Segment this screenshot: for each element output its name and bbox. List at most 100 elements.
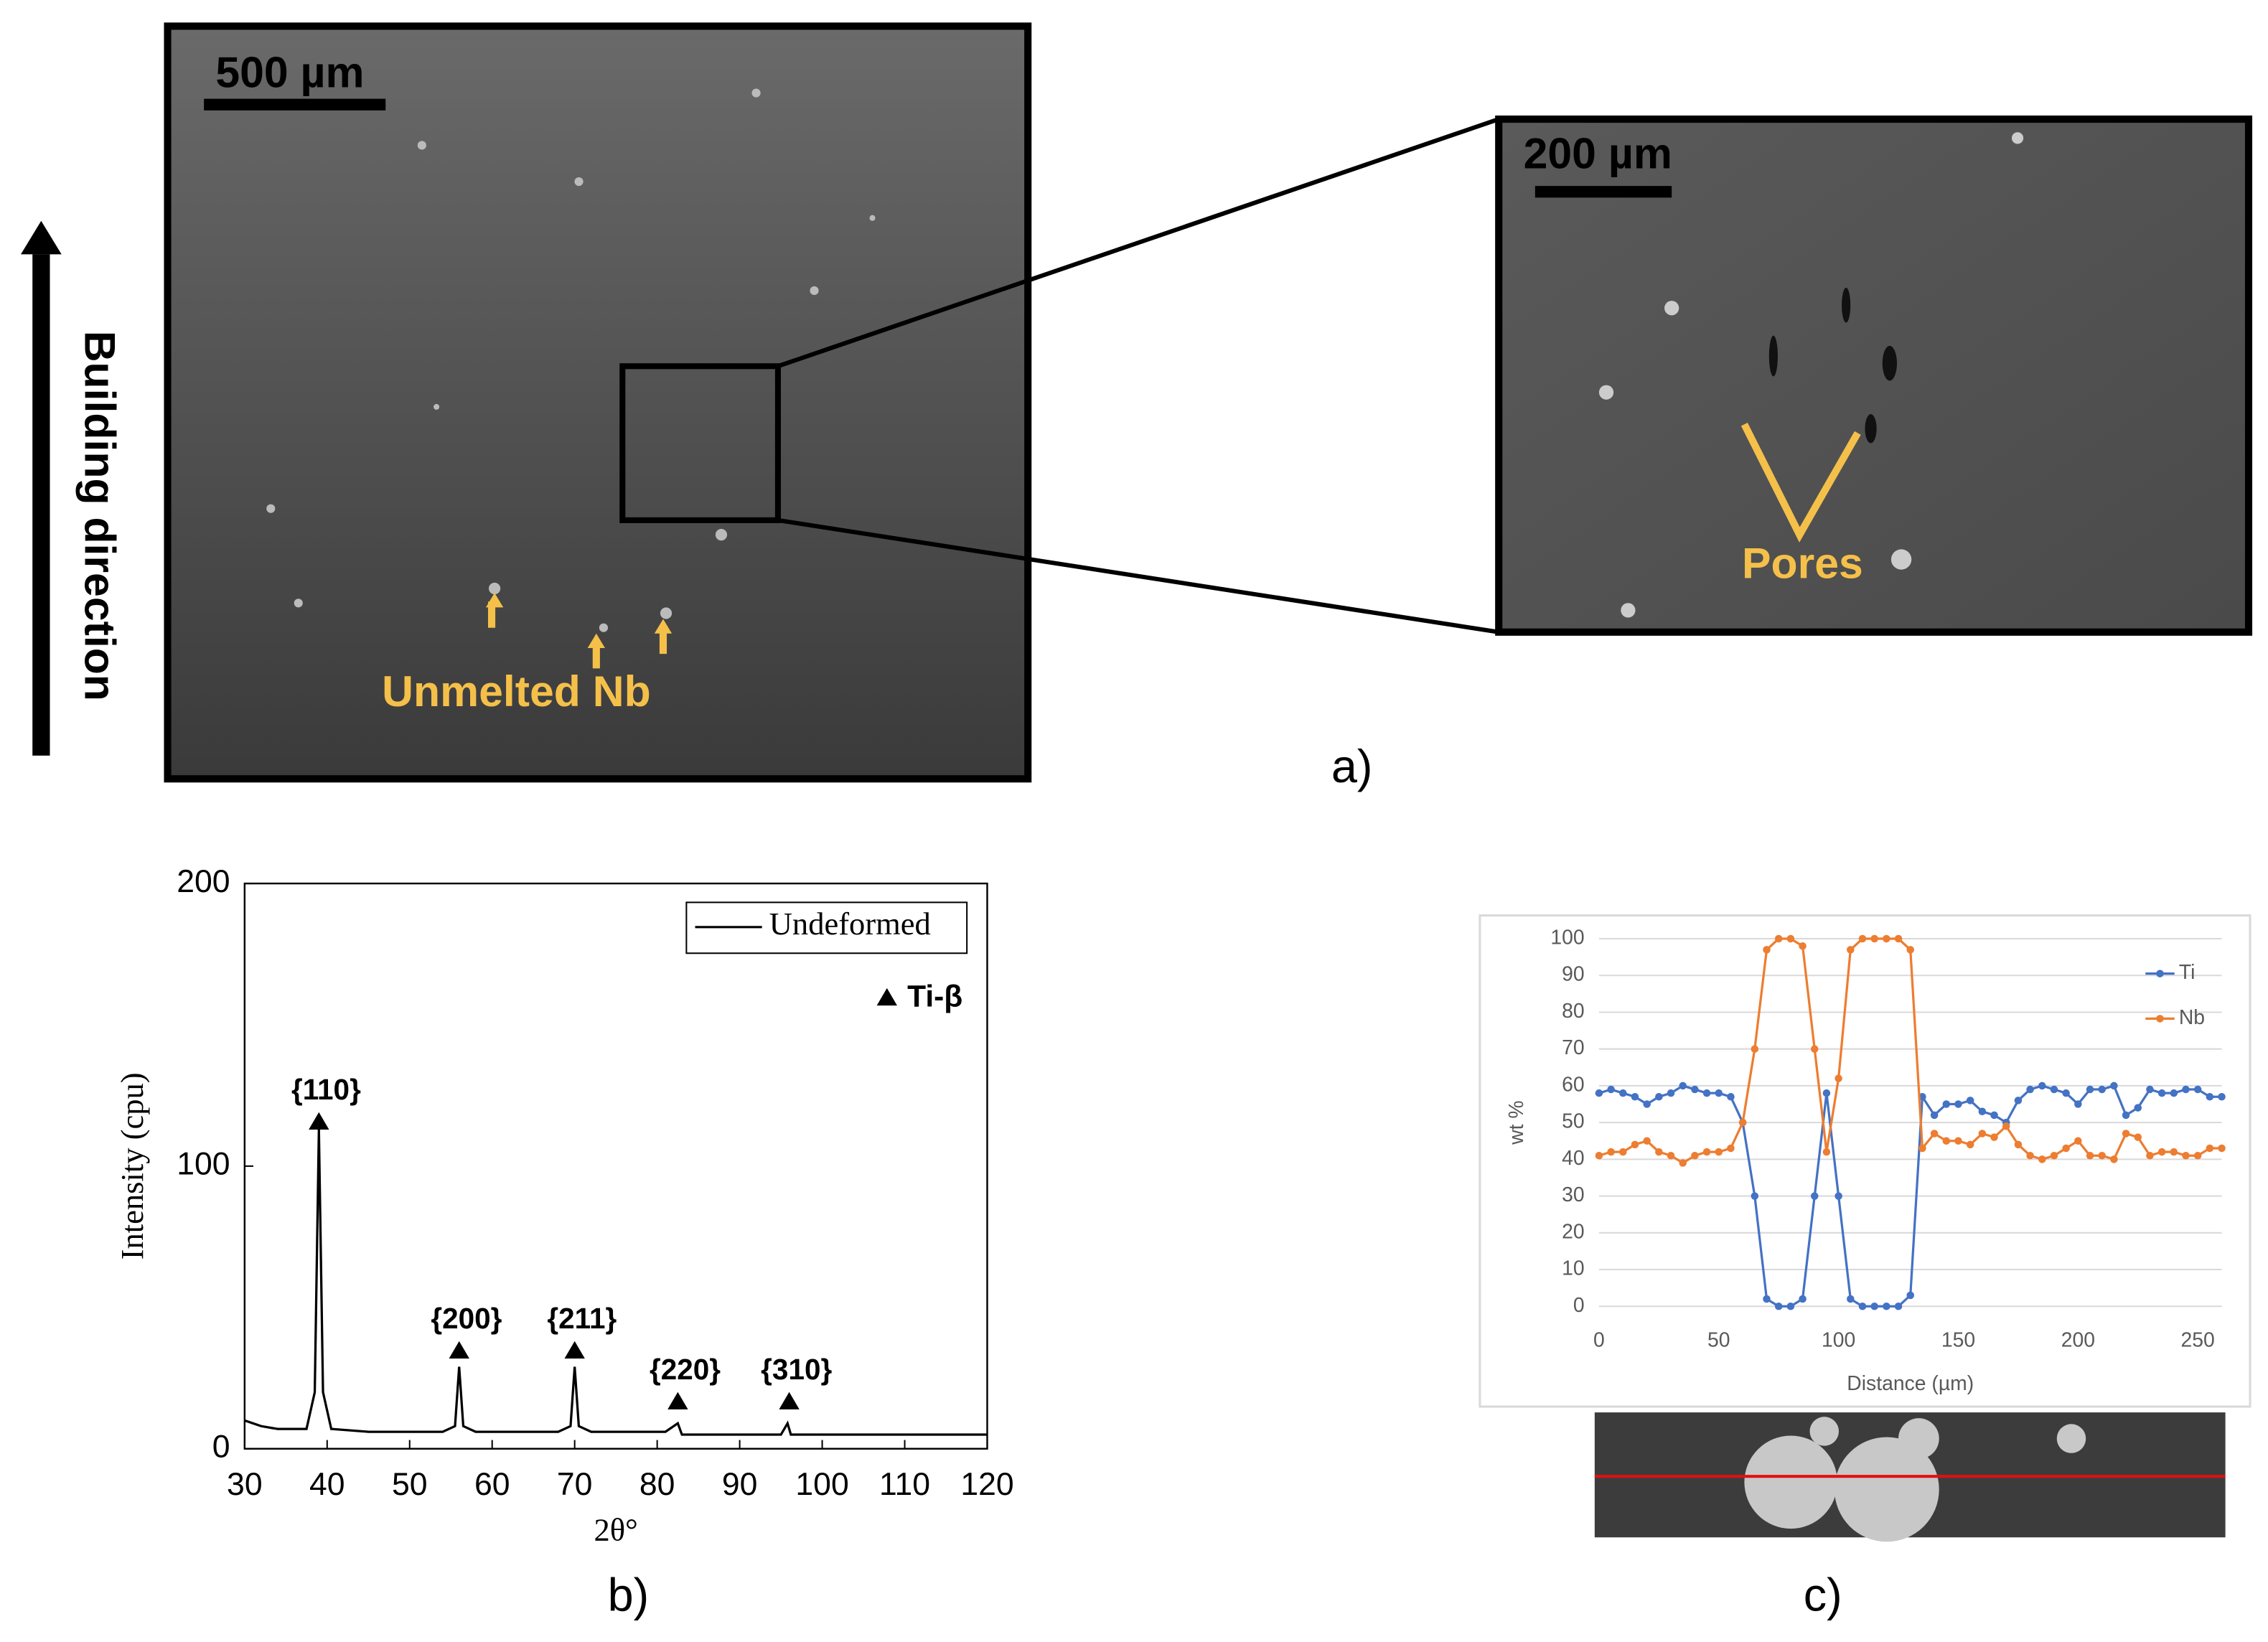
data-point: [2206, 1144, 2214, 1153]
data-point: [1607, 1148, 1615, 1156]
data-point: [1883, 934, 1890, 943]
data-line: [244, 1129, 988, 1436]
data-point: [2098, 1151, 2106, 1160]
data-point: [1763, 1295, 1771, 1303]
data-point: [2182, 1085, 2190, 1094]
scale-label: 200 µm: [1524, 129, 1672, 178]
x-tick-label: 200: [2061, 1328, 2095, 1351]
data-point: [2098, 1085, 2106, 1094]
y-tick-label: 200: [177, 864, 230, 899]
x-tick-label: 100: [1822, 1328, 1855, 1351]
data-point: [1715, 1148, 1723, 1156]
data-point: [1786, 934, 1795, 943]
data-point: [1906, 1291, 1915, 1300]
data-point: [2038, 1155, 2046, 1163]
data-point: [2157, 1148, 2166, 1156]
x-tick-label: 110: [879, 1467, 930, 1502]
data-point: [2074, 1137, 2082, 1145]
data-point: [1834, 1192, 1842, 1200]
zoom-box: [619, 363, 781, 523]
data-point: [2134, 1104, 2142, 1112]
y-tick-label: 50: [1562, 1110, 1585, 1133]
data-point: [1810, 1192, 1819, 1200]
data-point: [1619, 1089, 1627, 1097]
data-point: [1834, 1074, 1842, 1082]
panel-label: a): [1331, 740, 1373, 792]
data-point: [2074, 1100, 2082, 1108]
data-point: [1822, 1148, 1831, 1156]
y-axis-label: wt %: [1505, 1100, 1528, 1145]
y-tick-label: 100: [1550, 926, 1584, 949]
data-point: [2193, 1151, 2202, 1160]
zoom-line: [777, 117, 1500, 369]
x-tick-label: 250: [2181, 1328, 2215, 1351]
data-point: [1870, 1303, 1878, 1310]
data-point: [2062, 1144, 2070, 1153]
data-point: [1966, 1097, 1974, 1104]
data-point: [1667, 1151, 1675, 1160]
data-point: [1679, 1159, 1687, 1167]
data-point: [1691, 1085, 1699, 1094]
data-point: [1702, 1089, 1711, 1097]
x-tick-label: 100: [795, 1467, 848, 1502]
data-point: [1727, 1093, 1735, 1101]
x-tick-label: 120: [960, 1467, 1013, 1502]
data-point: [1786, 1303, 1795, 1310]
micrograph-zoom: [1495, 115, 2253, 636]
data-point: [1631, 1093, 1639, 1101]
y-tick-label: 90: [1562, 963, 1585, 986]
y-tick-label: 40: [1562, 1147, 1585, 1170]
data-point: [1894, 934, 1903, 943]
data-point: [1858, 934, 1867, 943]
y-tick-label: 30: [1562, 1183, 1585, 1206]
data-point: [1930, 1130, 1939, 1137]
x-axis-label: 2θ°: [594, 1511, 637, 1547]
data-point: [1822, 1089, 1831, 1097]
peak-label: {310}: [761, 1353, 832, 1386]
x-tick-label: 90: [722, 1467, 758, 1502]
data-point: [1906, 946, 1915, 954]
peak-label: {211}: [547, 1302, 617, 1335]
y-tick-label: 100: [177, 1147, 230, 1182]
data-point: [2026, 1151, 2034, 1160]
data-point: [2157, 1089, 2166, 1097]
data-point: [2218, 1093, 2226, 1101]
data-point: [1691, 1151, 1699, 1160]
data-point: [1607, 1085, 1615, 1094]
legend-label: Ti: [2179, 961, 2196, 984]
y-tick-label: 20: [1562, 1220, 1585, 1243]
data-point: [1655, 1148, 1663, 1156]
data-point: [1847, 946, 1855, 954]
x-tick-label: 0: [1593, 1328, 1605, 1351]
peak-label: {220}: [650, 1353, 721, 1386]
x-tick-label: 150: [1941, 1328, 1975, 1351]
data-point: [1883, 1303, 1890, 1310]
data-point: [1738, 1118, 1747, 1127]
panel-label: b): [608, 1568, 650, 1620]
data-point: [1990, 1111, 1998, 1120]
data-point: [2193, 1085, 2202, 1094]
data-point: [1870, 934, 1878, 943]
x-axis-label: Distance (µm): [1847, 1372, 1974, 1395]
data-point: [2038, 1082, 2046, 1090]
peak-marker: [449, 1341, 469, 1359]
data-point: [1751, 1192, 1759, 1200]
annotation: Pores: [1742, 539, 1863, 588]
legend-marker: [876, 987, 897, 1006]
data-point: [1702, 1148, 1711, 1156]
data-point: [1966, 1140, 1974, 1149]
data-point: [2110, 1155, 2118, 1163]
pore-arrows: [1740, 422, 1861, 543]
data-point: [2026, 1085, 2034, 1094]
data-point: [1847, 1295, 1855, 1303]
data-point: [1619, 1148, 1627, 1156]
data-point: [1763, 946, 1771, 954]
x-tick-label: 50: [1707, 1328, 1730, 1351]
data-point: [1918, 1144, 1926, 1153]
data-point: [1942, 1137, 1951, 1145]
data-point: [1631, 1140, 1639, 1149]
peak-marker: [667, 1392, 688, 1409]
data-point: [2218, 1144, 2226, 1153]
